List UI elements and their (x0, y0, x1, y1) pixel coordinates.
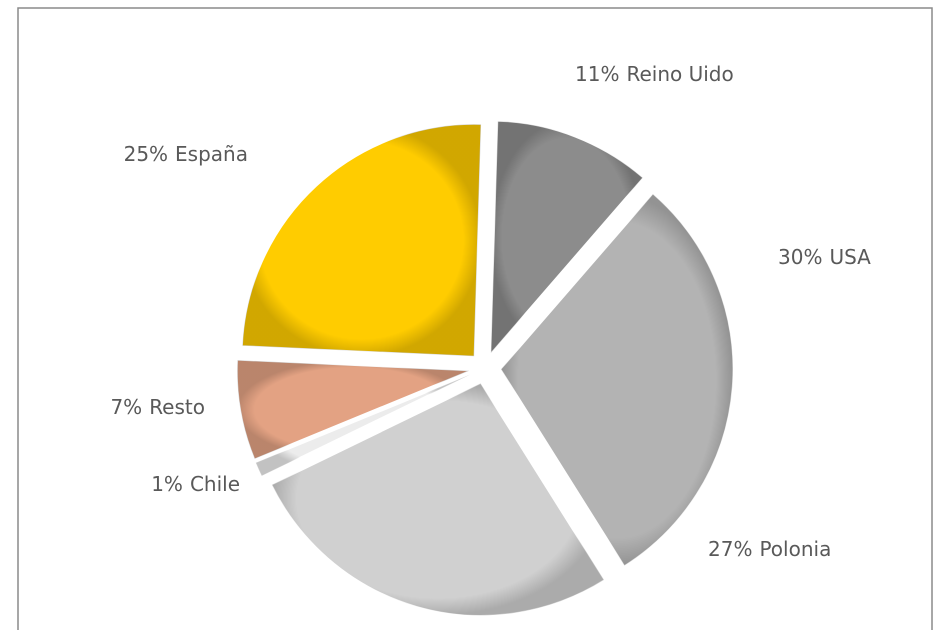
category-label: España (175, 142, 248, 166)
slice-shade (490, 121, 643, 354)
slice-shade (271, 383, 605, 616)
slice-label: 25% España (124, 142, 248, 166)
category-label: Polonia (759, 537, 831, 561)
slice-label: 1% Chile (151, 472, 240, 496)
slice-shade (242, 124, 482, 357)
slice-label: 27% Polonia (708, 537, 831, 561)
slice-label: 7% Resto (110, 395, 205, 419)
category-label: Reino Uido (626, 62, 733, 86)
slice-shade (500, 193, 733, 566)
value-label: 7% (110, 395, 142, 419)
value-label: 11% (575, 62, 619, 86)
value-label: 25% (124, 142, 168, 166)
value-label: 27% (708, 537, 752, 561)
value-label: 1% (151, 472, 183, 496)
slice-label: 11% Reino Uido (575, 62, 734, 86)
category-label: Resto (149, 395, 205, 419)
slice-label: 30% USA (778, 245, 871, 269)
category-label: Chile (190, 472, 240, 496)
slice-shade (237, 360, 470, 459)
value-label: 30% (778, 245, 822, 269)
slice-shade (255, 374, 471, 476)
chart-frame (17, 7, 933, 630)
category-label: USA (829, 245, 871, 269)
